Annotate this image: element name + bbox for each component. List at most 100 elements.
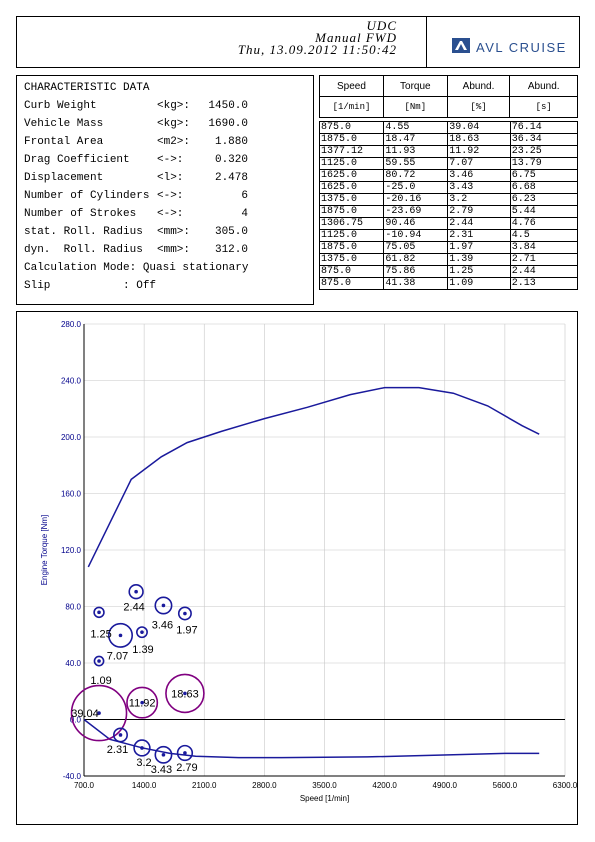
table-cell: 875.0 bbox=[318, 277, 385, 290]
characteristic-label: Curb Weight bbox=[24, 100, 97, 112]
table-cell: 1377.12 bbox=[318, 145, 385, 158]
avl-logo-icon bbox=[452, 38, 470, 53]
abundance-label: 3.46 bbox=[152, 619, 173, 631]
torque-speed-chart: 700.0 1400.0 2100.0 2800.0 3500.0 4200.0 4900.… bbox=[40, 320, 578, 803]
table-row: 1125.0 -10.94 2.31 4.5 bbox=[318, 229, 579, 242]
abundance-circle bbox=[108, 622, 134, 648]
y-tick-label: 160.0 bbox=[61, 490, 82, 499]
abundance-circle bbox=[177, 606, 192, 621]
table-cell: 23.25 bbox=[509, 145, 579, 158]
abundance-label: 3.2 bbox=[136, 757, 151, 769]
table-row: 1375.0 61.82 1.39 2.71 bbox=[318, 253, 579, 266]
table-cell: 90.46 bbox=[383, 217, 449, 230]
abundance-circle bbox=[133, 739, 151, 757]
table-cell: 2.44 bbox=[447, 217, 511, 230]
report-title: UDC Manual FWD Thu, 13.09.2012 11:50:42 bbox=[17, 18, 397, 56]
table-cell: 76.14 bbox=[509, 121, 579, 134]
characteristic-label: Vehicle Mass bbox=[24, 118, 104, 130]
abundance-circle bbox=[126, 686, 159, 719]
table-cell: 7.07 bbox=[447, 157, 511, 170]
report-title-line1: UDC bbox=[366, 18, 397, 33]
table-cell: 1625.0 bbox=[318, 169, 385, 182]
x-tick-label: 1400.0 bbox=[132, 781, 157, 790]
table-cell: 4.5 bbox=[509, 229, 579, 242]
characteristic-label: dyn. Roll. Radius bbox=[24, 244, 143, 256]
table-row: 875.0 4.55 39.04 76.14 bbox=[318, 121, 579, 134]
characteristic-unit: <m2>: bbox=[157, 136, 191, 148]
characteristic-data-panel: CHARACTERISTIC DATA Curb Weight <kg>: 1450… bbox=[16, 75, 314, 305]
characteristic-value: 305.0 bbox=[214, 226, 248, 238]
x-tick-label: 5600.0 bbox=[493, 781, 518, 790]
column-unit: [s] bbox=[509, 96, 578, 118]
y-tick-label: 120.0 bbox=[61, 546, 82, 555]
table-cell: 75.05 bbox=[383, 241, 449, 254]
table-cell: 1.09 bbox=[447, 277, 511, 290]
x-tick-label: 700.0 bbox=[74, 781, 95, 790]
table-cell: 3.46 bbox=[447, 169, 511, 182]
logo-panel: AVL CRUISE bbox=[426, 16, 582, 68]
data-point bbox=[161, 753, 166, 757]
table-cell: -25.0 bbox=[383, 181, 449, 194]
x-tick-label: 2100.0 bbox=[192, 781, 217, 790]
data-point bbox=[161, 603, 166, 608]
table-cell: 80.72 bbox=[383, 169, 449, 182]
abundance-label: 7.07 bbox=[107, 650, 128, 662]
abundance-circle bbox=[135, 626, 148, 639]
table-cell: 2.71 bbox=[509, 253, 579, 266]
data-point bbox=[118, 633, 123, 638]
column-header: Abund. bbox=[446, 75, 511, 97]
characteristic-value: 6 bbox=[241, 190, 248, 202]
y-tick-label: 40.0 bbox=[65, 659, 81, 668]
table-cell: 6.75 bbox=[509, 169, 579, 182]
abundance-circle bbox=[70, 684, 128, 742]
table-cell: 3.43 bbox=[447, 181, 511, 194]
column-header: Abund. bbox=[509, 75, 578, 97]
abundance-circle bbox=[93, 655, 105, 667]
x-tick-label: 4200.0 bbox=[372, 781, 397, 790]
abundance-label: 2.79 bbox=[176, 762, 197, 774]
report-title-line2: Manual FWD bbox=[315, 30, 397, 45]
characteristic-label: Frontal Area bbox=[24, 136, 104, 148]
table-cell: 6.23 bbox=[509, 193, 579, 206]
full-load-curve bbox=[87, 386, 540, 568]
abundance-circle bbox=[93, 606, 105, 619]
characteristic-label: Number of Strokes bbox=[24, 208, 137, 220]
table-cell: 2.79 bbox=[447, 205, 511, 218]
characteristic-unit: <->: bbox=[157, 208, 184, 220]
table-header: Speed Torque Abund. Abund. [1/min] [Nm] [%] [s… bbox=[319, 75, 578, 118]
table-row: 875.0 41.38 1.09 2.13 bbox=[318, 277, 579, 290]
table-cell: 39.04 bbox=[447, 121, 511, 134]
table-cell: 1.39 bbox=[447, 253, 511, 266]
table-cell: 1125.0 bbox=[318, 157, 385, 170]
table-cell: 11.93 bbox=[383, 145, 449, 158]
x-tick-label: 2800.0 bbox=[252, 781, 277, 790]
abundance-circle bbox=[176, 744, 194, 762]
table-row: 1377.12 11.93 11.92 23.25 bbox=[318, 145, 579, 158]
table-cell: 2.13 bbox=[509, 277, 579, 290]
abundance-label: 2.44 bbox=[123, 602, 144, 614]
table-row: 1375.0 -20.16 3.2 6.23 bbox=[318, 193, 579, 206]
x-axis-label: Speed [1/min] bbox=[300, 794, 349, 803]
y-tick-label: 80.0 bbox=[65, 603, 81, 612]
characteristic-label: Number of Cylinders bbox=[24, 190, 150, 202]
table-row: 1875.0 18.47 18.63 36.34 bbox=[318, 133, 579, 146]
table-cell: 3.84 bbox=[509, 241, 579, 254]
table-cell: 875.0 bbox=[318, 265, 385, 278]
data-point bbox=[97, 610, 101, 615]
characteristic-value: 1.880 bbox=[214, 136, 248, 148]
abundance-label: 1.25 bbox=[90, 628, 111, 640]
y-tick-label: 0.0 bbox=[70, 716, 82, 725]
table-cell: 1306.75 bbox=[318, 217, 385, 230]
table-cell: 18.63 bbox=[447, 133, 511, 146]
data-point bbox=[183, 611, 187, 616]
torque-chart-panel: 700.0 1400.0 2100.0 2800.0 3500.0 4200.0 4900.… bbox=[16, 311, 578, 825]
characteristic-title: CHARACTERISTIC DATA bbox=[24, 82, 150, 94]
data-point bbox=[183, 691, 187, 696]
table-row: 1875.0 75.05 1.97 3.84 bbox=[318, 241, 579, 254]
data-point bbox=[140, 746, 144, 750]
table-cell: 5.44 bbox=[509, 205, 579, 218]
report-header: UDC Manual FWD Thu, 13.09.2012 11:50:42 … bbox=[16, 16, 580, 68]
x-tick-label: 4900.0 bbox=[433, 781, 458, 790]
table-cell: 1.97 bbox=[447, 241, 511, 254]
y-tick-label: 240.0 bbox=[61, 377, 82, 386]
